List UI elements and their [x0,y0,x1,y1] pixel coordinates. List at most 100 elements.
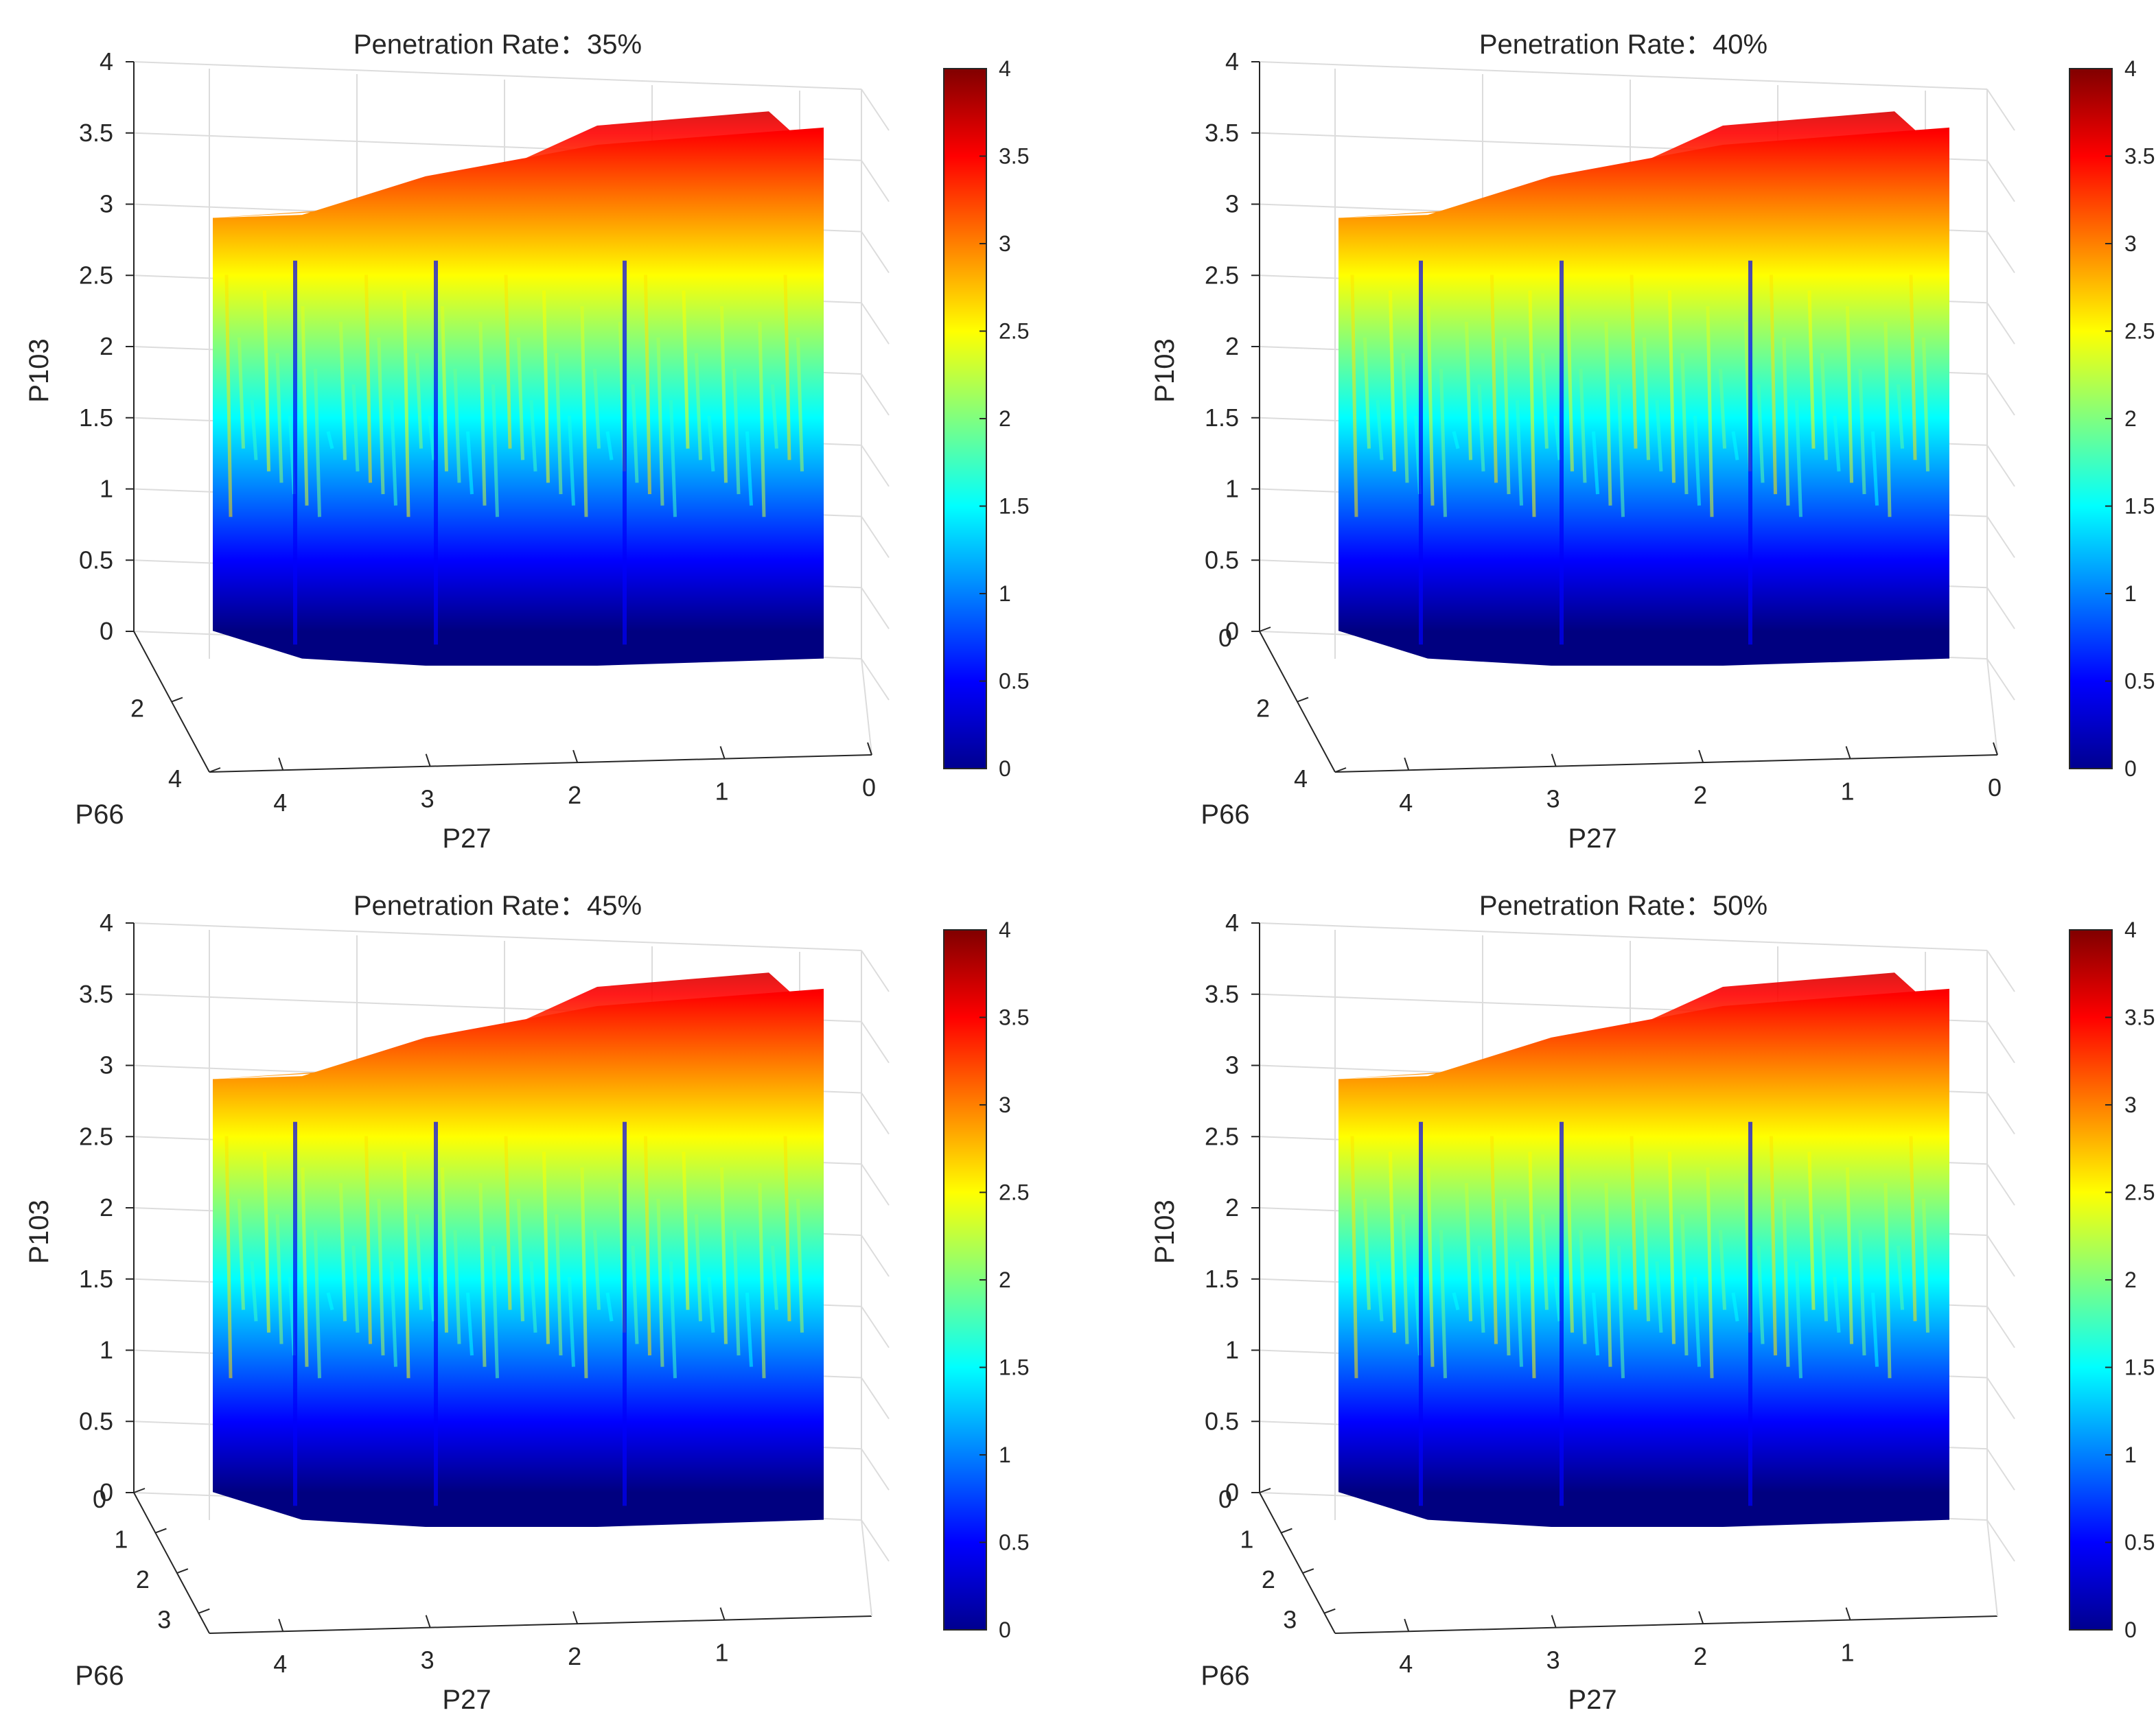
z-gridline-side [1986,950,2015,992]
surface-streak [605,1292,614,1322]
surface-streak [669,400,677,517]
surface-streak [644,1136,651,1356]
z-tick-label: 2 [100,332,113,360]
surface-streak [504,1136,512,1310]
surface-streak [1592,431,1599,495]
surface-streak [771,384,778,449]
floor-right-edge [1986,1519,1998,1617]
surface-streak [1643,1198,1650,1322]
x-tick-label: 3 [421,785,434,813]
surface-streak [1680,353,1689,495]
surface-streak [275,353,283,483]
x-tick-mark [1698,1611,1704,1624]
surface-streak [402,290,410,517]
y-tick-label: 4 [1294,764,1308,793]
colorbar-tick-label: 0.5 [999,1530,1029,1555]
y-tick-mark [1297,697,1309,703]
floor-right-edge [861,658,872,756]
x-tick-mark [1845,746,1851,759]
surface-streak [1350,1136,1358,1379]
surface-streak [796,337,804,471]
y-axis-label: P66 [1201,799,1249,830]
surface-streak [1897,384,1904,449]
x-tick-label: 3 [1546,1646,1560,1674]
colorbar-tick-label: 0.5 [2124,669,2155,694]
x-tick-mark [1404,1618,1410,1632]
z-gridline-side [861,1021,890,1064]
z-tick-label: 0 [1225,617,1239,645]
surface-streak [1668,1152,1676,1344]
colorbar-tick-label: 4 [999,918,1011,942]
surface-streak [1731,1292,1739,1322]
surface-streak [224,1136,233,1379]
surface-streak [1363,337,1371,449]
x-tick-mark [1551,754,1557,767]
colorbar-tick-label: 3 [999,1093,1011,1117]
x-tick-label: 3 [421,1646,434,1674]
surface-streak [758,1182,766,1379]
surface-streak [1439,369,1447,517]
x-tick-mark [1993,742,1998,756]
surface-streak [1630,1136,1638,1310]
y-tick-mark [133,1488,146,1493]
z-tick-label: 1 [100,475,113,503]
surface-streak [1439,1230,1447,1379]
x-tick-label: 2 [568,1642,581,1670]
surface-streak [402,1152,410,1379]
y-tick-label: 0 [1218,624,1232,652]
x-tick-mark [1404,757,1410,771]
z-gridline-side [1986,445,2015,487]
colorbar-tick-label: 3 [999,231,1011,256]
z-gridline-side [1986,1092,2015,1135]
surface-streak [1757,1246,1765,1344]
z-gridline-side [1986,515,2015,559]
z-gridline [1259,922,1988,951]
surface-streak [1566,1167,1574,1333]
y-tick-mark [171,697,183,703]
surface-streak [732,1230,741,1356]
z-gridline-side [1986,1306,2015,1348]
colorbar-tick-label: 1 [999,1442,1011,1467]
colorbar [2069,929,2113,1631]
surface-streak [1516,1261,1523,1367]
surface-streak [466,431,474,495]
colorbar-tick-label: 3 [2124,231,2137,256]
surface-streak [783,275,791,460]
colorbar-tick-label: 2 [999,406,1011,431]
surface-streak [1833,415,1841,472]
surface-streak [542,290,550,483]
surface-streak [1516,400,1523,506]
surface [213,972,824,1527]
surface-streak [250,399,258,460]
surface-streak [504,275,512,449]
surface-streak [682,290,690,449]
surface-streak [1909,275,1917,460]
z-gridline-side [861,587,890,629]
y-tick-mark [155,1528,167,1534]
colorbar-tick-label: 1 [2124,581,2137,606]
surface-streak [707,1276,715,1333]
surface-streak [1693,1276,1701,1367]
surface-streak [1490,275,1498,483]
surface-streak [1782,1198,1790,1367]
z-tick-label: 4 [1225,47,1239,75]
z-tick-label: 2.5 [1205,1122,1239,1150]
surface-streak [720,306,728,483]
surface-streak [1426,306,1435,506]
surface-streak [555,353,563,495]
surface-streak [1770,275,1777,495]
z-gridline-side [861,1163,890,1206]
colorbar-tick-label: 3.5 [999,1005,1029,1030]
colorbar-tick-label: 1.5 [999,494,1029,519]
plot-panel-2: 0 0.5 1 1.5 2 2.5 3 3.5 4 P103 4 3 2 1 0 P27 0 2 4 P66 Penet… [1150,30,2155,854]
z-tick-label: 3 [100,190,113,218]
x-tick-mark [278,1618,284,1632]
z-tick-label: 3.5 [79,119,113,147]
floor-right-edge [1986,658,1998,756]
plot-title: Penetration Rate：45% [353,891,642,921]
surface-streak [656,337,664,506]
x-tick-mark [719,746,726,759]
y-axis-line [1259,1492,1336,1634]
